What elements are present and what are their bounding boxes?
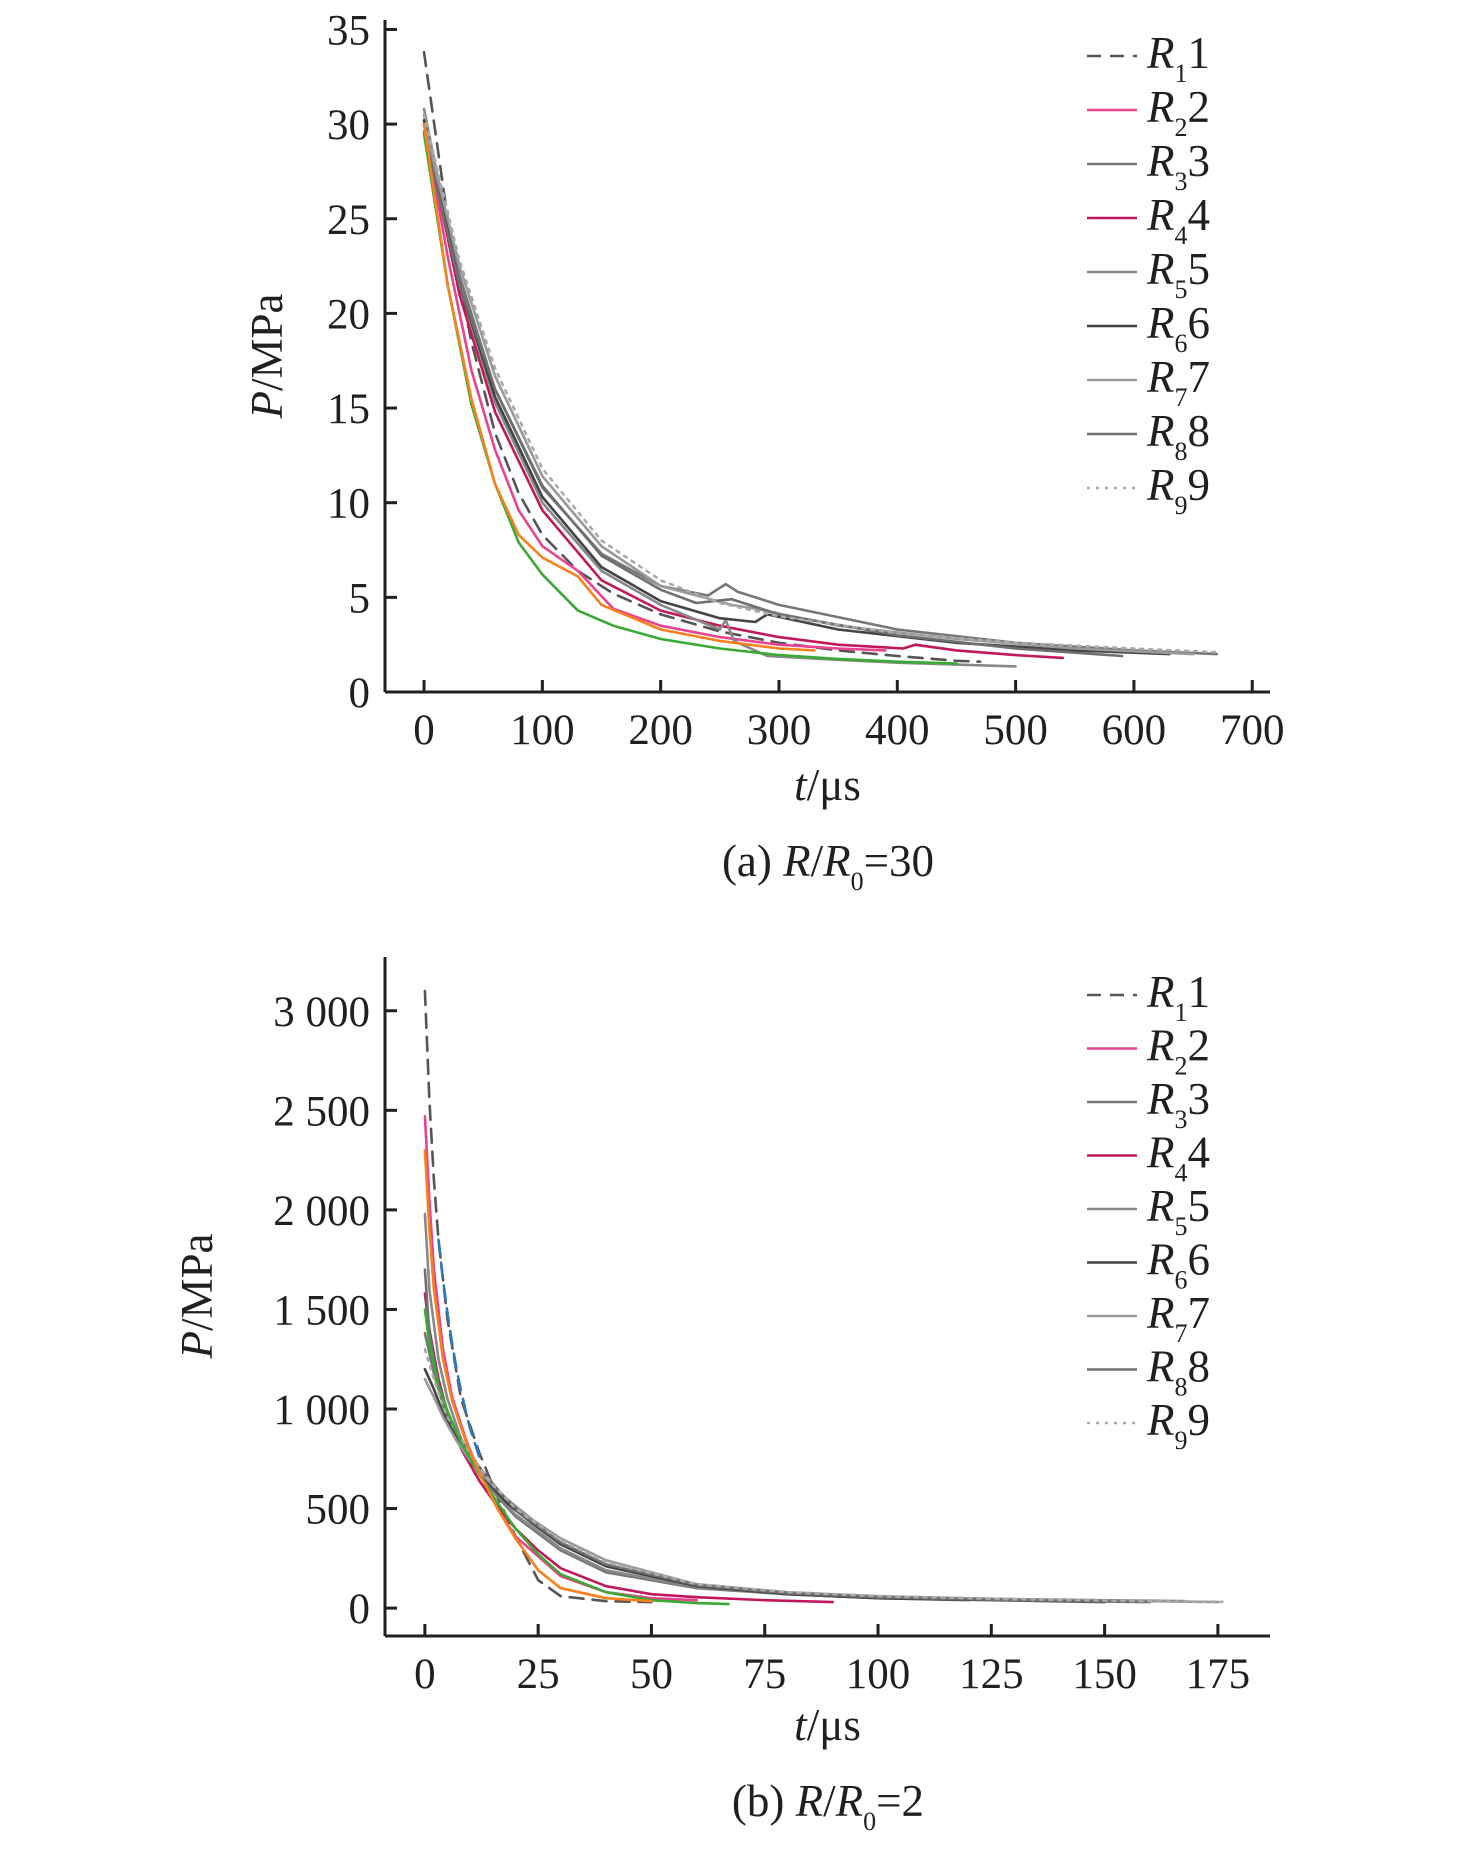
legend-entry: R33 [1146, 136, 1210, 196]
x-tick-label: 400 [865, 707, 930, 754]
legend-entry: R88 [1146, 1342, 1210, 1402]
y-tick-label: 30 [327, 102, 370, 149]
panel-b: 0 25 50 75 100 125 150 175 0 500 1 000 1 500 2 000 2 … [172, 957, 1270, 1836]
x-axis-title: t/μs [794, 760, 861, 810]
series-line-r1-6 [422, 119, 1171, 656]
legend-entry: R88 [1146, 406, 1210, 466]
y-tick-label: 35 [327, 7, 370, 54]
legend-entry: R11 [1146, 967, 1210, 1027]
series-line-r1-7 [423, 1377, 1220, 1604]
legend-entry: R11 [1146, 28, 1210, 88]
series-line-r1-3 [423, 1332, 1188, 1603]
y-tick-label: 0 [349, 670, 371, 717]
series-line-unlabeled-9 [423, 1308, 730, 1606]
x-tick-label: 100 [846, 1651, 911, 1698]
legend-entry: R22 [1146, 1021, 1210, 1081]
series-line-unlabeled-11 [437, 1238, 481, 1459]
series-line-r1-1 [423, 989, 653, 1604]
series-line-r1-6 [423, 1367, 1106, 1604]
series-line-r1-9 [423, 1348, 1224, 1604]
series-line-r1-8 [422, 130, 1124, 658]
x-axis-title: t/μs [794, 1700, 861, 1750]
legend-entry: R99 [1146, 1395, 1210, 1455]
x-tick-label: 0 [413, 707, 435, 754]
series-line-unlabeled-9 [422, 132, 958, 665]
series-line-r1-1 [422, 50, 982, 664]
series-line-r1-2 [422, 122, 887, 652]
x-tick-label: 0 [414, 1651, 436, 1698]
series-line-r1-5 [423, 1212, 971, 1602]
x-tick-label: 500 [983, 707, 1048, 754]
x-tick-label: 25 [517, 1651, 560, 1698]
series-line-r1-7 [422, 122, 1195, 656]
legend-entry: R99 [1146, 460, 1210, 520]
legend-entry: R55 [1146, 1181, 1210, 1241]
panel-caption: (a) R/R0=30 [722, 836, 934, 896]
legend-entry: R77 [1146, 352, 1210, 412]
legend-entry: R66 [1146, 1235, 1210, 1295]
x-tick-label: 100 [510, 707, 575, 754]
y-tick-label: 0 [349, 1586, 371, 1633]
panel-caption: (b) R/R0=2 [732, 1776, 924, 1836]
x-tick-label: 150 [1072, 1651, 1137, 1698]
x-tick-label: 125 [959, 1651, 1024, 1698]
series-line-r1-5 [422, 107, 1017, 668]
x-tick-label: 200 [628, 707, 693, 754]
x-tick-label: 75 [743, 1651, 786, 1698]
x-tick-label: 50 [630, 1651, 673, 1698]
y-tick-label: 500 [306, 1487, 371, 1534]
legend-entry: R77 [1146, 1288, 1210, 1348]
x-tick-label: 175 [1186, 1651, 1251, 1698]
series-line-r1-4 [422, 122, 1065, 660]
y-tick-label: 2 000 [273, 1188, 370, 1235]
y-tick-label: 10 [327, 481, 370, 528]
y-axis-title: P/MPa [242, 293, 292, 419]
series-line-unlabeled-10 [423, 1148, 653, 1603]
legend-entry: R55 [1146, 244, 1210, 304]
y-tick-label: 1 000 [273, 1387, 370, 1434]
legend-entry: R66 [1146, 298, 1210, 358]
y-tick-label: 25 [327, 197, 370, 244]
y-axis-title: P/MPa [172, 1233, 222, 1359]
y-tick-label: 20 [327, 291, 370, 338]
series-line-r1-4 [423, 1292, 835, 1604]
legend-entry: R22 [1146, 82, 1210, 142]
legend-entry: R33 [1146, 1074, 1210, 1134]
y-tick-label: 15 [327, 386, 370, 433]
series-line-r1-2 [423, 1115, 699, 1602]
x-tick-label: 300 [747, 707, 812, 754]
y-tick-label: 5 [349, 575, 371, 622]
y-tick-label: 3 000 [273, 989, 370, 1036]
y-tick-label: 2 500 [273, 1088, 370, 1135]
x-tick-label: 700 [1220, 707, 1285, 754]
series-line-r1-9 [422, 113, 1219, 654]
y-tick-label: 1 500 [273, 1287, 370, 1334]
legend-entry: R44 [1146, 190, 1210, 250]
series-line-unlabeled-10 [422, 122, 816, 652]
x-tick-label: 600 [1102, 707, 1167, 754]
legend-entry: R44 [1146, 1128, 1210, 1188]
